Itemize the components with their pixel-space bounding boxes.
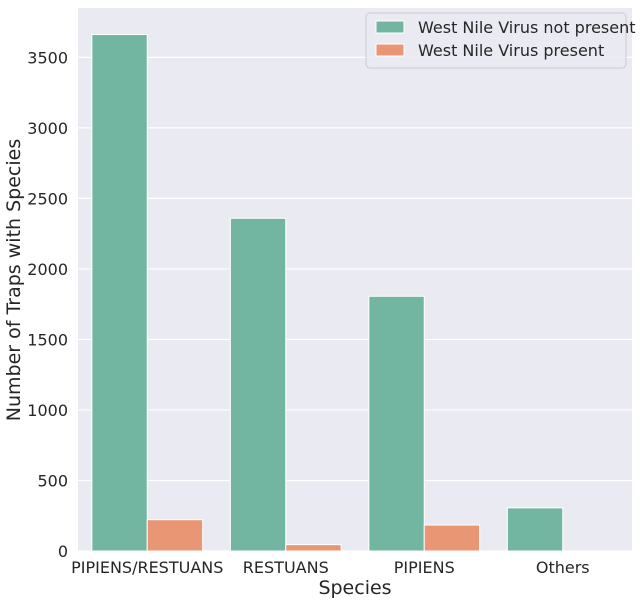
y-axis-label: Number of Traps with Species [3,139,25,421]
bar [423,524,481,552]
y-tick-label: 3000 [27,119,68,138]
y-tick-label: 2500 [27,189,68,208]
plot-area [78,8,632,551]
legend-label: West Nile Virus present [418,41,604,60]
gridlines [78,56,632,552]
x-tick-label: PIPIENS [394,558,455,577]
bar [506,507,564,552]
legend: West Nile Virus not present West Nile Vir… [365,12,636,69]
y-tick-label: 1500 [27,330,68,349]
bar [146,519,204,552]
y-tick-label: 2000 [27,260,68,279]
bar [229,217,287,552]
y-tick-label: 500 [37,471,68,490]
legend-swatch [375,43,405,57]
x-tick-label: RESTUANS [243,558,329,577]
y-axis-ticks: 0 500 1000 1500 2000 2500 3000 3500 [27,48,68,561]
y-tick-label: 0 [58,542,68,561]
x-axis-ticks: PIPIENS/RESTUANS RESTUANS PIPIENS Others [71,558,590,577]
legend-swatch [375,20,405,34]
x-tick-label: Others [536,558,590,577]
x-axis-label: Species [318,577,391,599]
legend-label: West Nile Virus not present [418,18,636,37]
bars [91,34,564,552]
bar [285,544,342,552]
legend-box [365,12,627,69]
bar [368,295,425,552]
y-tick-label: 1000 [27,401,68,420]
bar [91,34,148,552]
y-tick-label: 3500 [27,48,68,67]
x-tick-label: PIPIENS/RESTUANS [71,558,223,577]
